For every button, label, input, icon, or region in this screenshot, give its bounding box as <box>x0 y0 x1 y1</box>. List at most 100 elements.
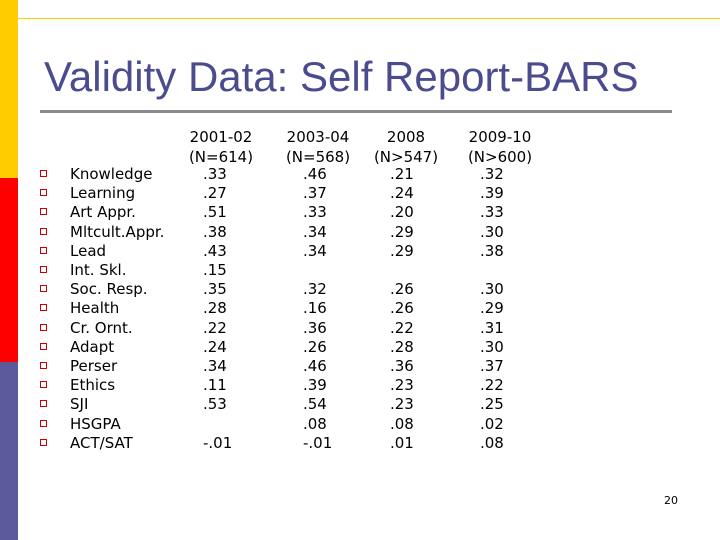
bullet-icon <box>40 362 47 369</box>
top-accent-line <box>18 18 720 19</box>
cell-value: .01 <box>390 433 414 452</box>
title-underline <box>40 110 672 113</box>
cell-value: .36 <box>390 357 414 375</box>
cell-value: -.01 <box>203 433 233 452</box>
table-row: Perser .34 .46 .36 .37 <box>0 357 720 376</box>
cell-value: .20 <box>390 203 414 222</box>
row-label: Lead <box>70 241 107 260</box>
cell-value: .37 <box>303 184 327 203</box>
cell-value: .34 <box>203 357 227 375</box>
table-row: Soc. Resp. .35 .32 .26 .30 <box>0 280 720 299</box>
bullet-icon <box>40 438 47 446</box>
cell-value: .54 <box>303 395 327 414</box>
table-row: Health .28 .16 .26 .29 <box>0 299 720 318</box>
bullet-icon <box>40 170 47 177</box>
column-sample-size: (N=614) <box>188 148 254 166</box>
bullet-icon <box>40 266 47 273</box>
cell-value: .08 <box>480 433 504 452</box>
cell-value: .11 <box>203 376 227 395</box>
cell-value: -.01 <box>303 433 333 452</box>
row-label: HSGPA <box>70 414 121 433</box>
column-sample-size: (N=568) <box>285 148 351 166</box>
bullet-icon <box>40 246 47 254</box>
cell-value: .26 <box>390 280 414 299</box>
cell-value: .22 <box>203 318 227 337</box>
row-label: Learning <box>70 184 136 203</box>
cell-value: .33 <box>480 203 504 222</box>
accent-bar-yellow <box>0 0 18 178</box>
cell-value: .28 <box>203 299 227 318</box>
table-row: Cr. Ornt. .22 .36 .22 .31 <box>0 319 720 338</box>
cell-value: .25 <box>480 395 504 414</box>
cell-value: .26 <box>390 299 414 318</box>
page-number: 20 <box>664 494 678 507</box>
cell-value: .30 <box>480 222 504 241</box>
cell-value: .30 <box>480 337 504 356</box>
row-label: Ethics <box>70 376 116 395</box>
cell-value: .28 <box>390 337 414 356</box>
cell-value: .02 <box>480 414 504 433</box>
row-label: Adapt <box>70 337 115 356</box>
cell-value: .39 <box>480 184 504 203</box>
cell-value: .35 <box>203 280 227 299</box>
cell-value: .30 <box>480 280 504 299</box>
bullet-icon <box>40 227 47 235</box>
column-year: 2003-04 <box>286 128 350 146</box>
cell-value: .32 <box>480 165 504 183</box>
table-row: Knowledge .33 .46 .21 .32 <box>0 165 720 184</box>
table-row: Lead .43 .34 .29 .38 <box>0 242 720 261</box>
cell-value: .51 <box>203 203 227 222</box>
column-header-2001-02: 2001-02 (N=614) <box>176 127 266 167</box>
cell-value: .38 <box>203 222 227 241</box>
cell-value: .08 <box>390 414 414 433</box>
cell-value: .32 <box>303 280 327 299</box>
cell-value: .36 <box>303 318 327 337</box>
accent-bar-red <box>0 178 18 362</box>
cell-value: .37 <box>480 357 504 375</box>
table-row: HSGPA .08 .08 .02 <box>0 415 720 434</box>
table-row: SJI .53 .54 .23 .25 <box>0 395 720 414</box>
cell-value: .43 <box>203 241 227 260</box>
bullet-icon <box>40 208 47 216</box>
column-sample-size: (N>547) <box>373 148 439 166</box>
cell-value: .23 <box>390 395 414 414</box>
cell-value: .16 <box>303 299 327 318</box>
column-header-2003-04: 2003-04 (N=568) <box>273 127 363 167</box>
bullet-icon <box>40 400 47 408</box>
table-row: Learning .27 .37 .24 .39 <box>0 184 720 203</box>
cell-value: .53 <box>203 395 227 414</box>
cell-value: .38 <box>480 241 504 260</box>
row-label: Art Appr. <box>70 203 136 222</box>
cell-value: .31 <box>480 318 504 337</box>
cell-value: .46 <box>303 357 327 375</box>
table-row: Int. Skl. .15 <box>0 261 720 280</box>
bullet-icon <box>40 323 47 331</box>
table-row: Mltcult.Appr. .38 .34 .29 .30 <box>0 223 720 242</box>
bullet-icon <box>40 285 47 293</box>
row-label: Cr. Ornt. <box>70 318 133 337</box>
cell-value: .27 <box>203 184 227 203</box>
slide-title: Validity Data: Self Report-BARS <box>44 53 639 100</box>
table-row: Adapt .24 .26 .28 .30 <box>0 338 720 357</box>
table-row: Art Appr. .51 .33 .20 .33 <box>0 203 720 222</box>
column-header-2008: 2008 (N>547) <box>361 127 451 167</box>
cell-value: .26 <box>303 337 327 356</box>
bullet-icon <box>40 304 47 312</box>
cell-value: .33 <box>203 165 227 183</box>
bullet-icon <box>40 342 47 350</box>
cell-value: .24 <box>203 337 227 356</box>
column-year: 2008 <box>386 128 426 146</box>
cell-value: .22 <box>390 318 414 337</box>
cell-value: .34 <box>303 222 327 241</box>
bullet-icon <box>40 189 47 197</box>
table-row: Ethics .11 .39 .23 .22 <box>0 376 720 395</box>
cell-value: .46 <box>303 165 327 183</box>
cell-value: .39 <box>303 376 327 395</box>
row-label: Soc. Resp. <box>70 280 148 299</box>
cell-value: .29 <box>390 241 414 260</box>
column-year: 2001-02 <box>189 128 253 146</box>
cell-value: .34 <box>303 241 327 260</box>
row-label: Perser <box>70 357 118 375</box>
cell-value: .23 <box>390 376 414 395</box>
cell-value: .22 <box>480 376 504 395</box>
